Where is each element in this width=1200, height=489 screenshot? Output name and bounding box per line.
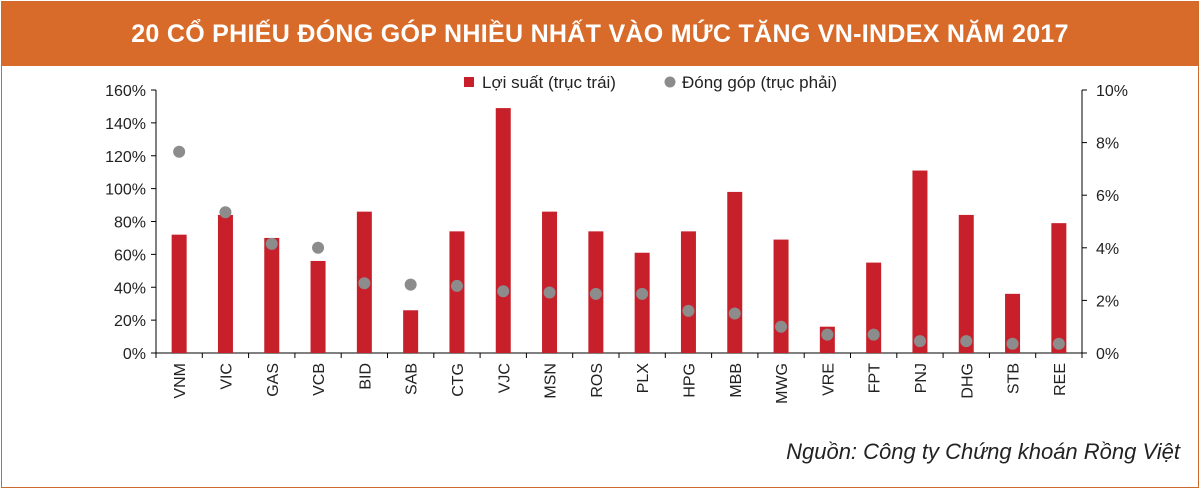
y-right-tick-label: 10% (1096, 83, 1128, 100)
bar-pnj (912, 170, 928, 353)
y-left-tick-label: 120% (105, 149, 146, 166)
x-category-label: PNJ (913, 363, 930, 393)
y-left-tick-label: 60% (114, 247, 146, 264)
x-category-label: PLX (635, 363, 652, 394)
x-category-label: DHG (959, 363, 976, 399)
dot-vjc (497, 285, 510, 298)
y-right-tick-label: 6% (1096, 188, 1119, 205)
bar-vic (217, 214, 233, 353)
dot-hpg (682, 304, 695, 317)
bar-ctg (449, 231, 465, 353)
y-left-tick-label: 140% (105, 116, 146, 133)
y-right-tick-label: 8% (1096, 136, 1119, 153)
bar-vnm (171, 234, 187, 353)
chart-title: 20 CỔ PHIẾU ĐÓNG GÓP NHIỀU NHẤT VÀO MỨC … (131, 19, 1069, 48)
dot-dhg (960, 335, 973, 348)
bar-mwg (773, 239, 789, 353)
x-category-label: REE (1052, 363, 1069, 396)
source-note: Nguồn: Công ty Chứng khoán Rồng Việt (786, 439, 1180, 464)
x-category-label: VCB (311, 363, 328, 396)
y-left-tick-label: 40% (114, 280, 146, 297)
y-left-tick-label: 80% (114, 215, 146, 232)
dot-ree (1052, 337, 1065, 350)
dot-mwg (775, 320, 788, 333)
y-right-tick-label: 0% (1096, 346, 1119, 363)
y-left-tick-label: 160% (105, 83, 146, 100)
bar-dhg (958, 214, 974, 353)
bar-plx (634, 252, 650, 353)
bar-msn (542, 211, 558, 353)
legend-dot-swatch (664, 76, 676, 88)
x-category-label: VIC (218, 363, 235, 390)
x-category-label: GAS (265, 363, 282, 397)
x-category-label: VNM (172, 363, 189, 399)
dot-plx (636, 287, 649, 300)
x-category-label: CTG (450, 363, 467, 397)
x-category-label: MBB (728, 363, 745, 398)
dot-stb (1006, 337, 1019, 350)
y-right-tick-label: 2% (1096, 293, 1119, 310)
x-category-label: BID (357, 363, 374, 390)
dot-bid (358, 277, 371, 290)
legend-bar-label: Lợi suất (trục trái) (482, 73, 616, 92)
dot-pnj (913, 335, 926, 348)
legend-dot-label: Đóng góp (trục phải) (682, 73, 837, 92)
x-category-label: MSN (543, 363, 560, 399)
bar-gas (264, 237, 280, 353)
bar-ree (1051, 223, 1067, 353)
title-bar: 20 CỔ PHIẾU ĐÓNG GÓP NHIỀU NHẤT VÀO MỨC … (2, 2, 1198, 66)
x-category-label: VRE (820, 363, 837, 396)
x-category-label: SAB (404, 363, 421, 395)
bar-hpg (680, 231, 696, 353)
bar-vcb (310, 260, 326, 353)
dot-ctg (450, 279, 463, 292)
bar-sab (403, 310, 419, 353)
dot-gas (265, 237, 278, 250)
dot-fpt (867, 328, 880, 341)
dot-mbb (728, 307, 741, 320)
bar-mbb (727, 191, 743, 353)
dot-sab (404, 278, 417, 291)
x-category-label: HPG (681, 363, 698, 398)
dot-vic (219, 206, 232, 219)
y-right-tick-label: 4% (1096, 241, 1119, 258)
dot-ros (589, 287, 602, 300)
y-left-tick-label: 0% (123, 346, 146, 363)
dot-msn (543, 286, 556, 299)
y-left-tick-label: 20% (114, 313, 146, 330)
legend-bar-swatch (464, 77, 474, 87)
x-category-label: STB (1006, 363, 1023, 394)
x-category-label: VJC (496, 363, 513, 393)
dot-vnm (173, 145, 186, 158)
y-left-tick-label: 100% (105, 182, 146, 199)
x-category-label: ROS (589, 363, 606, 398)
dot-vcb (312, 241, 325, 254)
x-category-label: MWG (774, 363, 791, 404)
bar-vjc (495, 108, 511, 353)
bar-stb (1005, 293, 1021, 353)
x-category-label: FPT (867, 363, 884, 393)
dot-vre (821, 328, 834, 341)
